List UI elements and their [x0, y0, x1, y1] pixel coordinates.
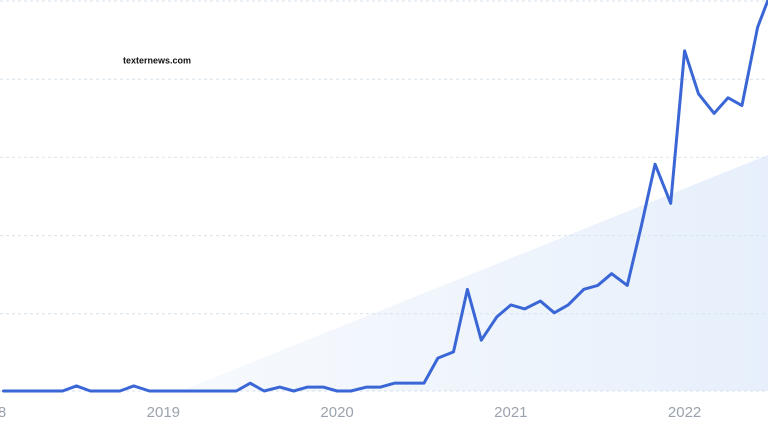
x-tick-label: 2021 [494, 404, 527, 421]
x-tick-label: 2019 [147, 404, 180, 421]
x-tick-label: 2022 [668, 404, 701, 421]
x-tick-label: 2018 [0, 404, 6, 421]
background-shape [180, 155, 768, 391]
x-tick-label: 2020 [320, 404, 353, 421]
line [1, 0, 768, 393]
watermark: texternews.com [123, 55, 191, 65]
